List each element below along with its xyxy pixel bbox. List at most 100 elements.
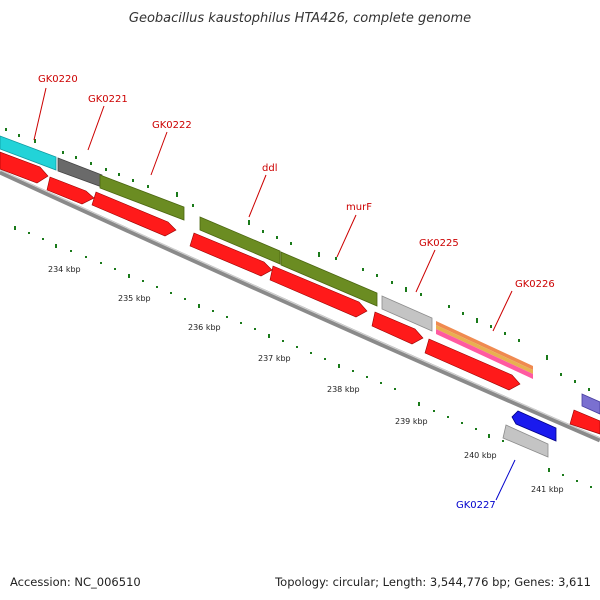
leader-GK0221 xyxy=(87,105,105,151)
gene-label-GK0226[interactable]: GK0226 xyxy=(515,279,555,290)
scale-tick xyxy=(212,310,214,312)
outer-tick xyxy=(490,325,492,328)
gene-GK0226[interactable] xyxy=(436,321,533,379)
gene-GK0220[interactable] xyxy=(0,135,57,171)
scale-tick xyxy=(310,352,312,354)
cds-arrow[interactable] xyxy=(269,265,368,318)
gene-label-GK0222[interactable]: GK0222 xyxy=(152,120,192,131)
gene-next-offscreen[interactable] xyxy=(581,393,600,415)
outer-tick xyxy=(5,128,7,131)
leader-GK0225 xyxy=(415,249,436,293)
scale-label: 236 kbp xyxy=(188,323,221,332)
scale-tick xyxy=(14,226,16,230)
genome-backbone xyxy=(0,169,600,443)
outer-tick xyxy=(574,380,576,383)
gene-GK0222[interactable] xyxy=(99,174,185,221)
scale-tick xyxy=(128,274,130,278)
gene-GK0226-stripe-yellow xyxy=(436,325,533,374)
leader-GK0226 xyxy=(492,290,513,332)
scale-tick xyxy=(156,286,158,288)
cds-arrow[interactable] xyxy=(424,338,521,391)
cds-arrow[interactable] xyxy=(189,232,273,277)
cds-arrow[interactable] xyxy=(46,176,95,205)
scale-tick xyxy=(338,364,340,368)
scale-tick xyxy=(226,316,228,318)
scale-tick xyxy=(240,322,242,324)
gene-label-ddl[interactable]: ddl xyxy=(262,163,277,174)
scale-tick xyxy=(461,422,463,424)
cds-arrow[interactable] xyxy=(371,311,424,345)
gene-label-murF[interactable]: murF xyxy=(346,202,372,213)
scale-tick xyxy=(184,298,186,300)
gene-label-GK0225[interactable]: GK0225 xyxy=(419,238,459,249)
scale-tick xyxy=(548,468,550,472)
gene-GK0227[interactable] xyxy=(502,424,549,458)
backbone-highlight xyxy=(0,169,600,439)
scale-tick xyxy=(447,416,449,418)
cds-arrow[interactable] xyxy=(569,409,600,435)
scale-tick xyxy=(380,382,382,384)
map-title: Geobacillus kaustophilus HTA426, complet… xyxy=(129,11,471,26)
gene-GK0227-arrow[interactable] xyxy=(511,410,557,442)
outer-tick xyxy=(335,257,337,260)
scale-tick xyxy=(268,334,270,338)
scale-label: 239 kbp xyxy=(395,417,428,426)
forward-gene-track xyxy=(0,135,600,415)
outer-tick xyxy=(290,242,292,245)
scale-tick xyxy=(70,250,72,252)
gene-GK0225[interactable] xyxy=(381,295,433,332)
scale-tick xyxy=(576,480,578,482)
scale-label: 235 kbp xyxy=(118,294,151,303)
scale-tick xyxy=(324,358,326,360)
outer-tick xyxy=(105,168,107,171)
gene-label-GK0227[interactable]: GK0227 xyxy=(456,500,496,511)
outer-tick xyxy=(118,173,120,176)
outer-tick xyxy=(176,192,178,197)
gene-ddl[interactable] xyxy=(199,216,281,265)
scale-tick xyxy=(502,440,504,442)
scale-label: 241 kbp xyxy=(531,485,564,494)
outer-tick xyxy=(462,312,464,315)
scale-tick xyxy=(114,268,116,270)
outer-tick xyxy=(132,179,134,182)
scale-tick xyxy=(296,346,298,348)
scale-tick xyxy=(433,410,435,412)
scale-tick xyxy=(282,340,284,342)
cds-arrow[interactable] xyxy=(0,151,49,184)
gene-GK0226-stripe-pink xyxy=(436,329,533,379)
backbone-line xyxy=(0,169,600,443)
gene-label-GK0220[interactable]: GK0220 xyxy=(38,74,78,85)
outer-tick xyxy=(476,318,478,323)
leader-GK0220 xyxy=(33,87,47,141)
reverse-gene-track xyxy=(502,410,557,458)
gene-label-GK0221[interactable]: GK0221 xyxy=(88,94,128,105)
cds-arrow-track xyxy=(0,151,600,435)
cds-arrow[interactable] xyxy=(91,191,177,237)
scale-tick xyxy=(488,434,490,438)
outer-tick xyxy=(276,236,278,239)
scale-tick xyxy=(198,304,200,308)
scale-label: 234 kbp xyxy=(48,265,81,274)
scale-tick xyxy=(352,370,354,372)
genome-summary-text: Topology: circular; Length: 3,544,776 bp… xyxy=(274,575,591,589)
scale-label: 240 kbp xyxy=(464,451,497,460)
outer-tick xyxy=(504,332,506,335)
leader-GK0227 xyxy=(495,459,516,501)
scale-tick xyxy=(170,292,172,294)
gene-labels: GK0220 GK0221 GK0222 ddl murF GK0225 GK0… xyxy=(38,74,555,511)
outer-tick xyxy=(588,388,590,391)
gene-murF[interactable] xyxy=(280,251,378,307)
scale-tick-track xyxy=(14,226,592,488)
outer-tick xyxy=(318,252,320,257)
outer-tick xyxy=(262,230,264,233)
scale-tick xyxy=(562,474,564,476)
outer-tick xyxy=(147,185,149,188)
outer-tick xyxy=(405,287,407,292)
scale-tick xyxy=(55,244,57,248)
outer-tick xyxy=(391,281,393,284)
scale-tick xyxy=(590,486,592,488)
outer-tick xyxy=(75,156,77,159)
outer-tick xyxy=(248,220,250,225)
scale-label: 238 kbp xyxy=(327,385,360,394)
